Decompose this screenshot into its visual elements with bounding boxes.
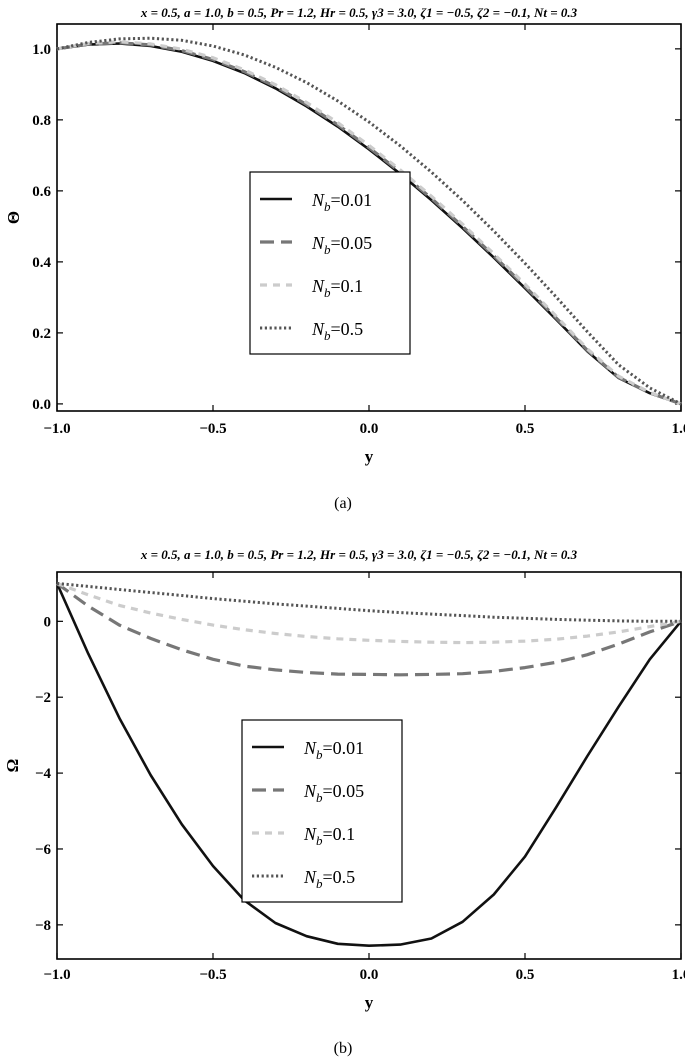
legend-label: Nb=0.1 (303, 824, 355, 848)
x-tick-label: 1.0 (672, 421, 685, 437)
x-tick-label: −0.5 (199, 421, 226, 437)
figure-caption: (b) (334, 1040, 353, 1057)
series-line-nb-0.05 (56, 582, 682, 677)
legend-label: Nb=0.05 (311, 233, 372, 257)
x-tick-label: −1.0 (43, 421, 70, 437)
legend-label-base: N (311, 276, 325, 296)
y-tick-label: 0.6 (32, 184, 51, 200)
chart-b: x = 0.5, a = 1.0, b = 0.5, Pr = 1.2, Hr … (3, 547, 685, 1057)
legend-label-base: N (303, 781, 317, 801)
legend-label-sub: b (324, 242, 331, 257)
legend-label: Nb=0.01 (303, 738, 364, 762)
y-tick-label: 0.4 (32, 255, 51, 271)
legend-label-value: =0.01 (331, 190, 373, 210)
legend-label-value: =0.05 (323, 781, 365, 801)
legend-box (249, 171, 411, 355)
legend-box (241, 719, 403, 903)
series-line-nb-0.01 (55, 582, 683, 948)
x-tick-label: 0.0 (360, 967, 379, 983)
y-tick-label: −6 (35, 842, 52, 858)
y-axis-label: Θ (4, 211, 23, 224)
legend-label-base: N (311, 233, 325, 253)
y-axis-label: Ω (3, 759, 22, 773)
legend-label-base: N (303, 824, 317, 844)
legend-label-value: =0.5 (331, 319, 364, 339)
x-tick-label: 0.5 (516, 967, 535, 983)
legend-label-base: N (303, 738, 317, 758)
legend-label: Nb=0.5 (303, 867, 355, 891)
series-line-nb-0.5 (56, 581, 681, 623)
x-tick-label: 0.0 (360, 421, 379, 437)
legend-label-value: =0.01 (323, 738, 365, 758)
y-tick-label: 1.0 (32, 42, 51, 58)
x-tick-label: −1.0 (43, 967, 70, 983)
legend-label-base: N (303, 867, 317, 887)
series-line-nb-0.1 (56, 581, 682, 645)
legend-label-sub: b (324, 328, 331, 343)
legend-label: Nb=0.01 (311, 190, 372, 214)
legend-label: Nb=0.1 (311, 276, 363, 300)
chart-a: x = 0.5, a = 1.0, b = 0.5, Pr = 1.2, Hr … (4, 5, 685, 512)
figure-caption: (a) (334, 495, 352, 512)
legend-label-sub: b (316, 833, 323, 848)
legend-label-sub: b (316, 876, 323, 891)
y-tick-label: 0.0 (32, 397, 51, 413)
x-tick-label: −0.5 (199, 967, 226, 983)
legend-label-value: =0.5 (323, 867, 356, 887)
series-line-nb-0.5 (56, 36, 682, 406)
y-tick-label: −2 (35, 690, 51, 706)
legend-label-base: N (311, 319, 325, 339)
legend-label-value: =0.1 (331, 276, 364, 296)
series-line-nb-0.05 (56, 41, 682, 406)
legend-label-value: =0.05 (331, 233, 373, 253)
legend-label-sub: b (316, 790, 323, 805)
legend-label-sub: b (316, 747, 323, 762)
legend-label-sub: b (324, 285, 331, 300)
legend-label: Nb=0.5 (311, 319, 363, 343)
x-tick-label: 1.0 (672, 967, 685, 983)
x-axis-label: y (365, 447, 374, 466)
y-tick-label: −8 (35, 918, 51, 934)
x-tick-label: 0.5 (516, 421, 535, 437)
y-tick-label: 0.2 (32, 326, 51, 342)
y-tick-label: 0 (44, 614, 52, 630)
chart-title: x = 0.5, a = 1.0, b = 0.5, Pr = 1.2, Hr … (140, 5, 578, 20)
y-tick-label: −4 (35, 766, 52, 782)
x-axis-label: y (365, 993, 374, 1012)
legend-label-value: =0.1 (323, 824, 356, 844)
series-line-nb-0.1 (56, 40, 682, 406)
legend-label-base: N (311, 190, 325, 210)
chart-title: x = 0.5, a = 1.0, b = 0.5, Pr = 1.2, Hr … (140, 547, 578, 562)
legend-label: Nb=0.05 (303, 781, 364, 805)
legend-label-sub: b (324, 199, 331, 214)
y-tick-label: 0.8 (32, 113, 51, 129)
